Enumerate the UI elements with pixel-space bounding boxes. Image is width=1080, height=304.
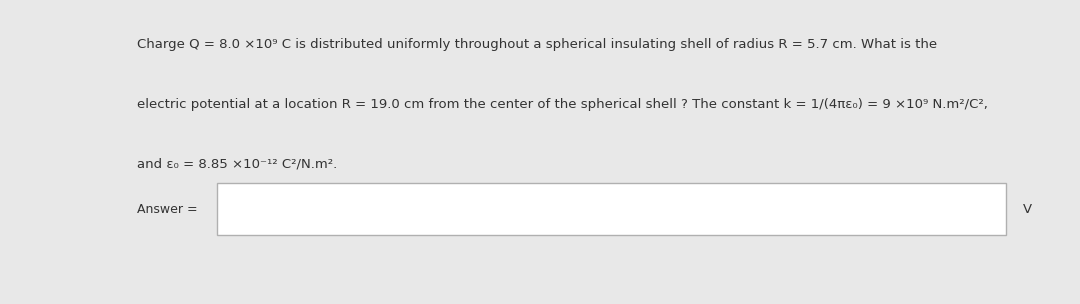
- FancyBboxPatch shape: [217, 183, 1007, 235]
- Text: and ε₀ = 8.85 ×10⁻¹² C²/N.m².: and ε₀ = 8.85 ×10⁻¹² C²/N.m².: [136, 158, 337, 171]
- Text: electric potential at a location R = 19.0 cm from the center of the spherical sh: electric potential at a location R = 19.…: [136, 98, 987, 111]
- Text: V: V: [1023, 203, 1032, 216]
- Text: Answer =: Answer =: [136, 203, 198, 216]
- Text: Charge Q = 8.0 ×10⁹ C is distributed uniformly throughout a spherical insulating: Charge Q = 8.0 ×10⁹ C is distributed uni…: [136, 38, 936, 51]
